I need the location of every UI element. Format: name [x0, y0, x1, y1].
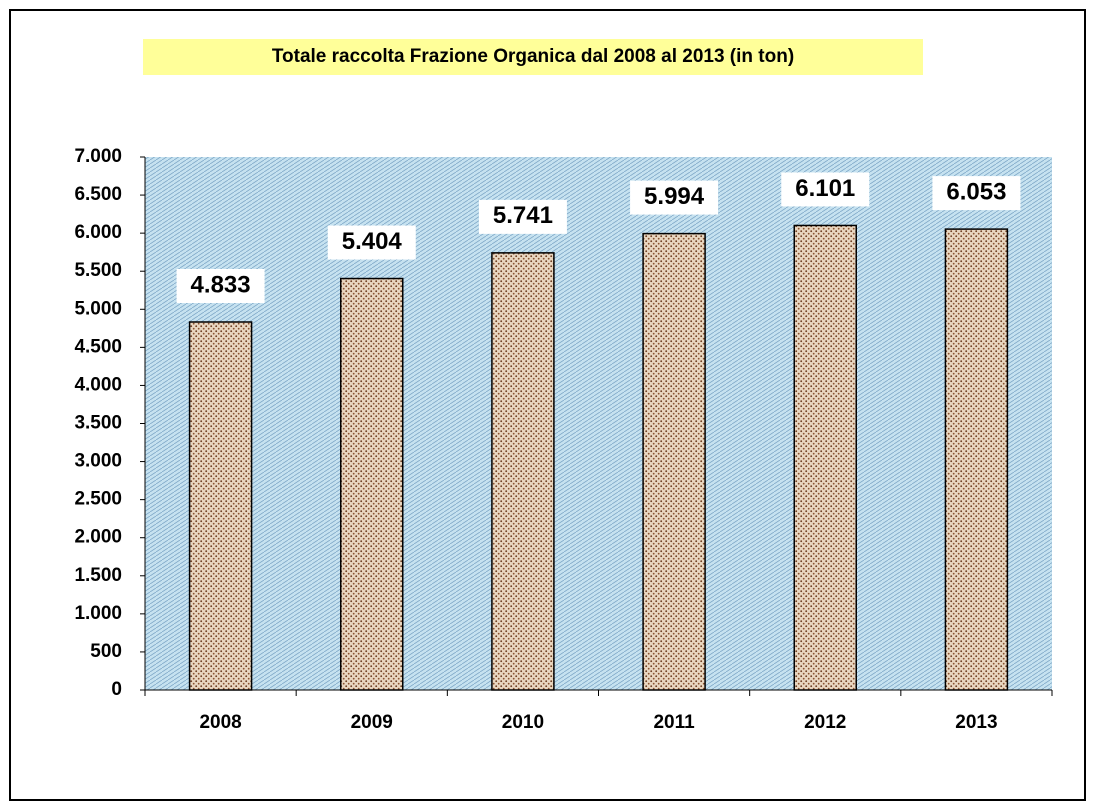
- value-label: 5.404: [342, 228, 403, 255]
- x-tick-label: 2013: [955, 712, 997, 733]
- y-tick-label: 2.000: [74, 527, 122, 548]
- y-tick-label: 1.000: [74, 603, 122, 624]
- bar: [188, 321, 253, 691]
- value-label: 5.741: [493, 202, 553, 229]
- value-label: 5.994: [644, 183, 705, 210]
- bar: [491, 252, 555, 691]
- y-tick-label: 5.000: [74, 298, 122, 319]
- x-tick-label: 2009: [351, 712, 393, 733]
- y-tick-label: 5.500: [74, 260, 122, 281]
- y-tick-label: 2.500: [74, 489, 122, 510]
- y-tick-label: 0: [111, 679, 122, 700]
- y-tick-label: 500: [90, 641, 122, 662]
- y-tick-label: 3.000: [74, 451, 122, 472]
- bar: [642, 232, 706, 691]
- chart-title: Totale raccolta Frazione Organica dal 20…: [272, 46, 794, 67]
- y-tick-label: 4.000: [74, 374, 122, 395]
- x-tick-label: 2010: [502, 712, 544, 733]
- bar: [340, 277, 404, 691]
- value-label: 6.053: [946, 178, 1006, 205]
- value-label: 4.833: [191, 271, 251, 298]
- value-label-box: [781, 172, 870, 207]
- x-tick-label: 2012: [804, 712, 846, 733]
- y-tick-label: 7.000: [74, 146, 122, 167]
- y-tick-label: 6.500: [74, 184, 122, 205]
- bar: [793, 224, 857, 691]
- value-label-box: [630, 180, 719, 215]
- y-tick-label: 4.500: [74, 336, 122, 357]
- y-tick-label: 1.500: [74, 565, 122, 586]
- y-tick-label: 3.500: [74, 413, 122, 434]
- value-label: 6.101: [795, 175, 855, 202]
- value-label-box: [478, 199, 567, 234]
- title-box: [143, 39, 923, 75]
- plot-area: [145, 157, 1052, 690]
- value-label-box: [176, 269, 265, 304]
- bar: [944, 228, 1009, 691]
- value-label-box: [932, 176, 1021, 211]
- x-tick-label: 2011: [653, 712, 695, 733]
- x-tick-label: 2008: [199, 712, 241, 733]
- value-label-box: [327, 225, 416, 260]
- y-tick-label: 6.000: [74, 222, 122, 243]
